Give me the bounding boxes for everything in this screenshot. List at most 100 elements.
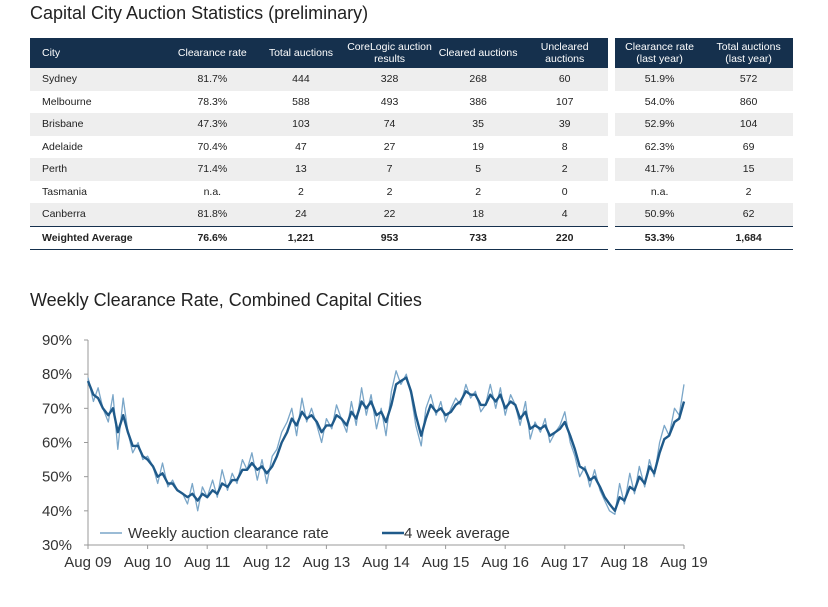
series-4-week-average (86, 376, 686, 513)
table-row: n.a. 2 (615, 180, 793, 203)
cell-cleared: 35 (434, 113, 522, 136)
cell-cleared: 733 (434, 225, 522, 250)
cell-total-auctions: 444 (257, 68, 345, 91)
cell-city: Perth (30, 158, 168, 181)
cell-uncleared: 8 (521, 135, 608, 158)
cell-cleared: 2 (434, 180, 522, 203)
y-tick-label: 50% (42, 469, 72, 486)
cell-total-auctions-last-year: 572 (704, 68, 793, 91)
cell-city: Weighted Average (30, 225, 168, 250)
cell-clearance-rate: 81.7% (167, 68, 258, 91)
cell-cleared: 5 (434, 158, 522, 181)
header-total-auctions-last-year: Total auctions (last year) (704, 38, 793, 68)
legend-label-weekly: Weekly auction clearance rate (128, 525, 329, 542)
x-tick-label: Aug 14 (362, 554, 410, 571)
series-weekly-clearance-rate (87, 370, 685, 515)
cell-uncleared: 107 (521, 90, 608, 113)
table-row: 50.9% 62 (615, 203, 793, 226)
legend-label-average: 4 week average (404, 525, 510, 542)
table-row: Brisbane 47.3% 103 74 35 39 (30, 113, 608, 136)
cell-clearance-rate-last-year: 50.9% (615, 203, 705, 226)
cell-city: Sydney (30, 68, 168, 91)
cell-city: Adelaide (30, 135, 168, 158)
cell-uncleared: 2 (521, 158, 608, 181)
cell-uncleared: 220 (521, 225, 608, 250)
cell-total-auctions-last-year: 104 (704, 113, 793, 136)
header-uncleared-auctions: Uncleared auctions (521, 38, 608, 68)
cell-clearance-rate-last-year: 41.7% (615, 158, 705, 181)
table-row: 51.9% 572 (615, 68, 793, 91)
cell-corelogic-results: 953 (344, 225, 435, 250)
cell-corelogic-results: 328 (344, 68, 435, 91)
cell-clearance-rate: 47.3% (167, 113, 258, 136)
header-total-auctions: Total auctions (257, 38, 345, 68)
header-cleared-auctions: Cleared auctions (434, 38, 522, 68)
cell-corelogic-results: 27 (344, 135, 435, 158)
cell-city: Tasmania (30, 180, 168, 203)
cell-total-auctions-last-year: 15 (704, 158, 793, 181)
x-tick-label: Aug 13 (303, 554, 351, 571)
clearance-rate-chart: 30% 40% 50% 60% 70% 80% 90% Aug 09 Aug 10 Aug 11 A… (42, 332, 708, 571)
cell-total-auctions-last-year: 2 (704, 180, 793, 203)
cell-corelogic-results: 74 (344, 113, 435, 136)
cell-total-auctions: 2 (257, 180, 345, 203)
table-header-row: City Clearance rate Total auctions CoreL… (30, 38, 608, 68)
cell-corelogic-results: 7 (344, 158, 435, 181)
y-tick-label: 40% (42, 503, 72, 520)
cell-city: Brisbane (30, 113, 168, 136)
cell-total-auctions: 588 (257, 90, 345, 113)
cell-total-auctions-last-year: 1,684 (704, 225, 793, 250)
cell-uncleared: 4 (521, 203, 608, 226)
cell-cleared: 18 (434, 203, 522, 226)
cell-clearance-rate-last-year: 51.9% (615, 68, 705, 91)
x-tick-label: Aug 12 (243, 554, 291, 571)
cell-clearance-rate-last-year: n.a. (615, 180, 705, 203)
y-tick-label: 60% (42, 435, 72, 452)
cell-clearance-rate: 70.4% (167, 135, 258, 158)
cell-clearance-rate: 78.3% (167, 90, 258, 113)
last-year-table: Clearance rate (last year) Total auction… (615, 38, 793, 250)
cell-cleared: 268 (434, 68, 522, 91)
table-row: Tasmania n.a. 2 2 2 0 (30, 180, 608, 203)
cell-corelogic-results: 2 (344, 180, 435, 203)
last-year-header-row: Clearance rate (last year) Total auction… (615, 38, 793, 68)
y-tick-label: 80% (42, 366, 72, 383)
x-tick-label: Aug 15 (422, 554, 470, 571)
cell-cleared: 19 (434, 135, 522, 158)
cell-uncleared: 39 (521, 113, 608, 136)
cell-clearance-rate-last-year: 62.3% (615, 135, 705, 158)
x-tick-label: Aug 17 (541, 554, 589, 571)
header-clearance-rate: Clearance rate (167, 38, 258, 68)
cell-corelogic-results: 493 (344, 90, 435, 113)
cell-clearance-rate-last-year: 52.9% (615, 113, 705, 136)
cell-total-auctions-last-year: 62 (704, 203, 793, 226)
cell-clearance-rate: 71.4% (167, 158, 258, 181)
cell-total-auctions: 1,221 (257, 225, 345, 250)
header-city: City (30, 38, 168, 68)
cell-total-auctions: 103 (257, 113, 345, 136)
cell-total-auctions-last-year: 860 (704, 90, 793, 113)
x-tick-label: Aug 11 (184, 554, 230, 571)
cell-clearance-rate: n.a. (167, 180, 258, 203)
table-row: 54.0% 860 (615, 90, 793, 113)
y-tick-label: 90% (42, 332, 72, 349)
x-tick-label: Aug 09 (64, 554, 112, 571)
cell-clearance-rate-last-year: 54.0% (615, 90, 705, 113)
table-row: 41.7% 15 (615, 158, 793, 181)
table-row: 52.9% 104 (615, 113, 793, 136)
header-clearance-rate-last-year: Clearance rate (last year) (615, 38, 705, 68)
cell-uncleared: 0 (521, 180, 608, 203)
cell-corelogic-results: 22 (344, 203, 435, 226)
auction-stats-table: City Clearance rate Total auctions CoreL… (30, 38, 608, 250)
cell-total-auctions: 24 (257, 203, 345, 226)
table-row: Melbourne 78.3% 588 493 386 107 (30, 90, 608, 113)
cell-total-auctions: 47 (257, 135, 345, 158)
last-year-average-row: 53.3% 1,684 (615, 225, 793, 250)
x-tick-label: Aug 16 (481, 554, 529, 571)
cell-clearance-rate: 81.8% (167, 203, 258, 226)
cell-total-auctions-last-year: 69 (704, 135, 793, 158)
chart-title: Weekly Clearance Rate, Combined Capital … (30, 290, 422, 310)
cell-city: Melbourne (30, 90, 168, 113)
table-row: Adelaide 70.4% 47 27 19 8 (30, 135, 608, 158)
cell-city: Canberra (30, 203, 168, 226)
